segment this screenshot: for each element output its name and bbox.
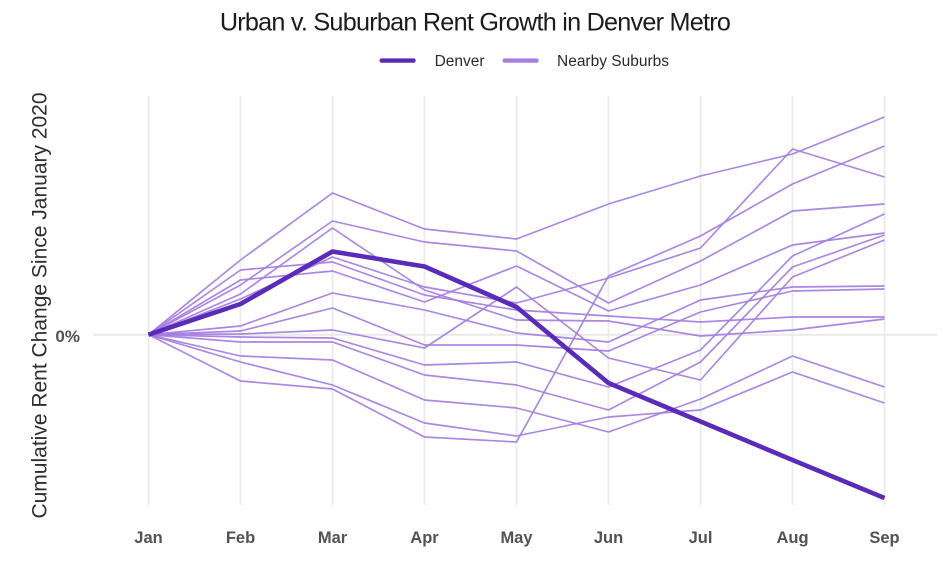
svg-text:Jul: Jul [689,529,713,547]
svg-text:Apr: Apr [410,529,439,547]
svg-text:0%: 0% [55,327,80,346]
svg-text:Jan: Jan [134,529,162,547]
svg-text:Cumulative Rent Change Since J: Cumulative Rent Change Since January 202… [29,92,52,518]
svg-text:Denver: Denver [435,53,485,70]
svg-text:Mar: Mar [318,529,348,547]
svg-text:Aug: Aug [776,529,808,547]
svg-text:Urban v. Suburban Rent Growth: Urban v. Suburban Rent Growth in Denver … [220,9,730,37]
svg-text:Feb: Feb [226,529,255,547]
svg-text:Sep: Sep [869,529,899,547]
svg-text:Nearby Suburbs: Nearby Suburbs [557,53,669,70]
svg-text:Jun: Jun [594,529,623,547]
svg-text:May: May [500,529,533,547]
